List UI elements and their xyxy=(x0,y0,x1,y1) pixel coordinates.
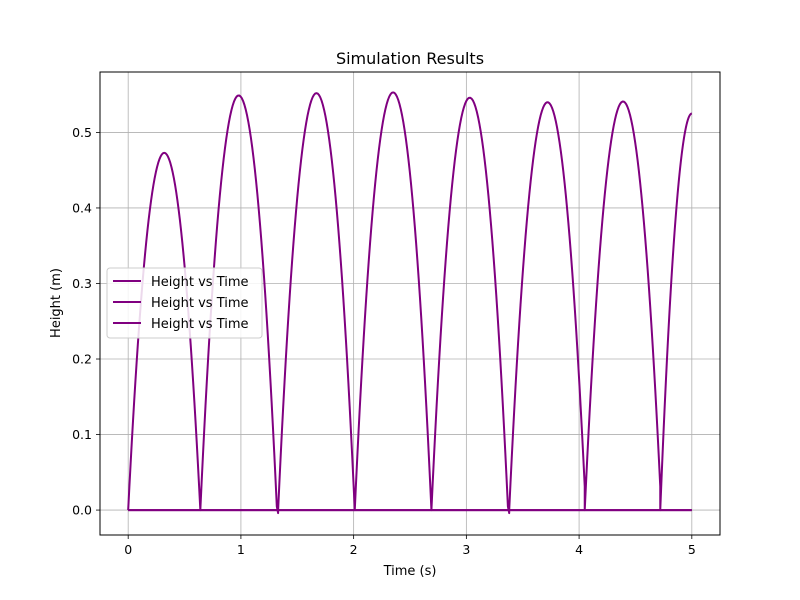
x-tick-label: 4 xyxy=(575,542,583,557)
chart-title: Simulation Results xyxy=(336,49,484,68)
y-tick-label: 0.3 xyxy=(72,276,92,291)
series-layer xyxy=(127,91,693,515)
ticks: 0 1 2 3 4 5 0.0 0.1 0.2 0.3 0.4 0.5 xyxy=(72,125,696,557)
series-line-1 xyxy=(127,91,693,515)
x-tick-label: 2 xyxy=(350,542,358,557)
y-tick-label: 0.4 xyxy=(72,200,92,215)
y-tick-label: 0.5 xyxy=(72,125,92,140)
legend: Height vs Time Height vs Time Height vs … xyxy=(106,267,263,339)
x-tick-label: 1 xyxy=(237,542,245,557)
y-tick-label: 0.1 xyxy=(72,427,92,442)
x-tick-label: 3 xyxy=(462,542,470,557)
y-tick-label: 0.2 xyxy=(72,352,92,367)
y-tick-label: 0.0 xyxy=(72,503,92,518)
x-tick-label: 5 xyxy=(688,542,696,557)
legend-box xyxy=(106,267,263,339)
x-tick-label: 0 xyxy=(124,542,132,557)
legend-label-3: Height vs Time xyxy=(151,317,249,332)
x-axis-label: Time (s) xyxy=(383,564,437,579)
legend-label-1: Height vs Time xyxy=(151,275,249,290)
legend-label-2: Height vs Time xyxy=(151,296,249,311)
plot-frame xyxy=(99,71,721,536)
y-axis-label: Height (m) xyxy=(49,268,64,338)
